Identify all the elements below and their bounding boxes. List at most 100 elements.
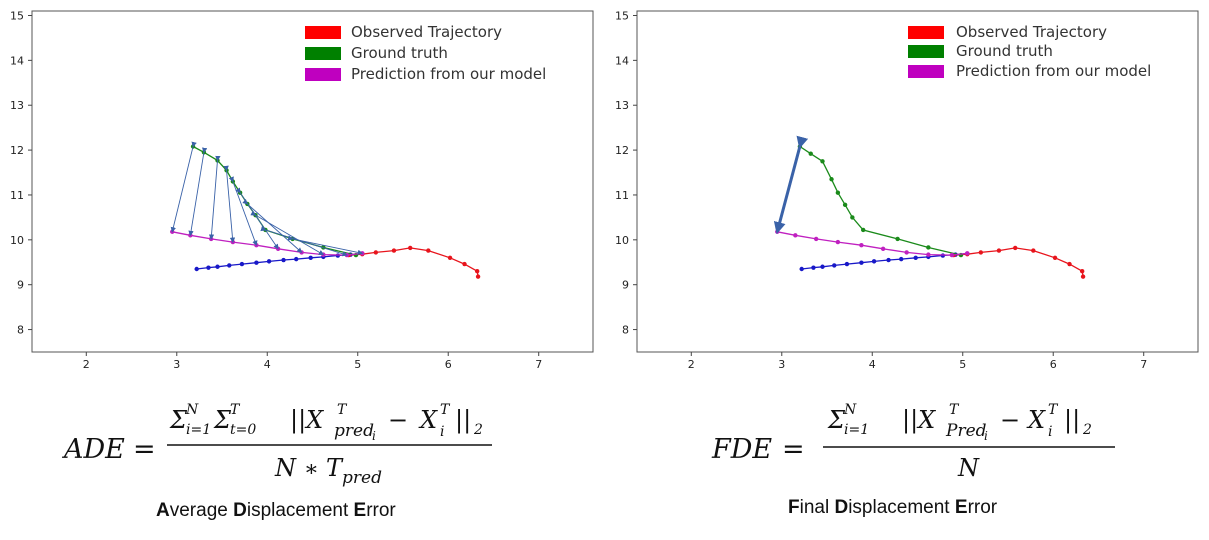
y-tick-label: 13 bbox=[615, 99, 629, 112]
ade-norm-open: ||X bbox=[290, 406, 324, 435]
fde-sum-i-sub: i=1 bbox=[844, 422, 869, 438]
legend: Observed Trajectory Ground truth Predict… bbox=[908, 23, 1151, 80]
ade-x2: X bbox=[418, 406, 438, 434]
data-point-blue-track bbox=[308, 255, 313, 260]
ade-formula: ADE = Σ N i=1 Σ T t=0 ||X T pred i − X T… bbox=[61, 402, 492, 488]
ade-norm-close: || bbox=[455, 406, 471, 435]
data-point-blue-track bbox=[215, 264, 220, 269]
legend-label-prediction: Prediction from our model bbox=[956, 62, 1151, 80]
x-axis: 2 3 4 5 6 7 bbox=[83, 352, 542, 371]
x-tick-label: 4 bbox=[869, 358, 876, 371]
y-tick-label: 15 bbox=[10, 9, 24, 22]
ade-x2-sub: i bbox=[440, 424, 444, 440]
legend-swatch-observed bbox=[908, 26, 944, 39]
x-tick-label: 7 bbox=[535, 358, 542, 371]
y-axis: 8 9 10 11 12 13 14 15 bbox=[615, 9, 637, 337]
y-tick-label: 10 bbox=[10, 234, 24, 247]
y-tick-label: 12 bbox=[615, 144, 629, 157]
ade-sum-t: Σ bbox=[213, 406, 232, 434]
x-tick-label: 5 bbox=[354, 358, 361, 371]
displacement-arrow bbox=[287, 235, 364, 256]
fde-x2-sup: T bbox=[1048, 402, 1059, 418]
y-tick-label: 8 bbox=[622, 324, 629, 337]
x-tick-label: 6 bbox=[445, 358, 452, 371]
fde-den-n: N bbox=[957, 454, 980, 482]
y-tick-label: 14 bbox=[615, 54, 629, 67]
legend-label-observed: Observed Trajectory bbox=[956, 23, 1107, 41]
legend-label-ground-truth: Ground truth bbox=[956, 42, 1053, 60]
data-point-prediction bbox=[859, 243, 864, 248]
data-point-observed bbox=[447, 255, 453, 260]
data-point-observed bbox=[1052, 255, 1058, 260]
fde-norm-open: ||X bbox=[902, 406, 936, 435]
series-line-observed bbox=[348, 247, 479, 277]
ade-den-t-sub: pred bbox=[342, 468, 382, 488]
series-line-prediction bbox=[777, 231, 968, 256]
legend-swatch-prediction bbox=[305, 68, 341, 81]
fde-x2-sub: i bbox=[1048, 424, 1052, 440]
x-tick-label: 7 bbox=[1140, 358, 1147, 371]
y-tick-label: 11 bbox=[10, 189, 24, 202]
fde-lhs: FDE bbox=[711, 434, 772, 465]
x-axis: 2 3 4 5 6 7 bbox=[688, 352, 1147, 371]
data-point-observed bbox=[1080, 274, 1086, 279]
fde-norm-close: || bbox=[1064, 406, 1080, 435]
data-point-blue-track bbox=[266, 259, 272, 264]
legend-label-ground-truth: Ground truth bbox=[351, 44, 448, 62]
series-line-observed bbox=[953, 247, 1084, 277]
data-point-prediction bbox=[793, 233, 798, 238]
data-point-observed bbox=[1079, 269, 1085, 274]
data-point-observed bbox=[474, 269, 480, 274]
data-point-prediction bbox=[949, 252, 955, 258]
legend-label-observed: Observed Trajectory bbox=[351, 23, 502, 41]
legend-label-prediction: Prediction from our model bbox=[351, 65, 546, 83]
plot-frame bbox=[31, 10, 594, 353]
data-point-observed bbox=[1031, 248, 1036, 253]
x-tick-label: 2 bbox=[688, 358, 695, 371]
ade-sum-i-sub: i=1 bbox=[186, 422, 211, 438]
legend-swatch-ground-truth bbox=[908, 45, 944, 58]
data-point-blue-track bbox=[820, 264, 825, 269]
x-tick-label: 4 bbox=[264, 358, 271, 371]
data-point-blue-track bbox=[811, 265, 816, 270]
data-point-blue-track bbox=[281, 257, 286, 263]
fde-chart-panel: 8 9 10 11 12 13 14 15 2 3 4 5 6 7 Observed Trajector… bbox=[615, 9, 1199, 371]
data-point-prediction bbox=[926, 252, 931, 257]
displacement-arrows bbox=[773, 135, 809, 235]
data-point-blue-track bbox=[832, 263, 837, 268]
data-point-blue-track bbox=[899, 256, 904, 262]
fde-equals: = bbox=[782, 434, 805, 465]
fde-x1-sub2: i bbox=[984, 429, 988, 443]
data-point-blue-track bbox=[239, 261, 245, 267]
data-point-ground-truth bbox=[850, 215, 855, 220]
data-point-prediction bbox=[965, 251, 970, 256]
y-tick-label: 8 bbox=[17, 324, 24, 337]
fde-formula: FDE = Σ N i=1 ||X T Pred i − X T i || 2 … bbox=[711, 402, 1115, 482]
data-point-observed bbox=[1067, 261, 1072, 267]
fde-norm-sub: 2 bbox=[1082, 422, 1092, 438]
data-point-blue-track bbox=[859, 260, 864, 265]
ade-caption: Average Displacement Error bbox=[156, 500, 396, 521]
legend-swatch-observed bbox=[305, 26, 341, 39]
data-point-prediction bbox=[880, 246, 886, 252]
displacement-arrow bbox=[773, 135, 809, 235]
data-point-observed bbox=[426, 248, 431, 253]
data-point-ground-truth bbox=[842, 202, 848, 208]
ade-equals: = bbox=[133, 434, 156, 465]
fde-minus: − bbox=[1000, 406, 1020, 434]
ade-sum-t-sub: t=0 bbox=[230, 422, 256, 438]
ade-sum-i: Σ bbox=[169, 406, 188, 434]
displacement-arrows bbox=[170, 141, 364, 257]
x-tick-label: 6 bbox=[1050, 358, 1057, 371]
data-point-observed bbox=[978, 250, 984, 255]
data-point-blue-track bbox=[913, 255, 918, 260]
ade-den-n: N bbox=[274, 454, 297, 482]
y-tick-label: 15 bbox=[615, 9, 629, 22]
fde-sum-i-sup: N bbox=[843, 402, 857, 418]
data-point-observed bbox=[996, 248, 1002, 253]
data-point-blue-track bbox=[254, 260, 259, 265]
data-point-ground-truth bbox=[835, 190, 841, 195]
displacement-arrow bbox=[208, 155, 221, 240]
data-point-ground-truth bbox=[829, 177, 834, 182]
